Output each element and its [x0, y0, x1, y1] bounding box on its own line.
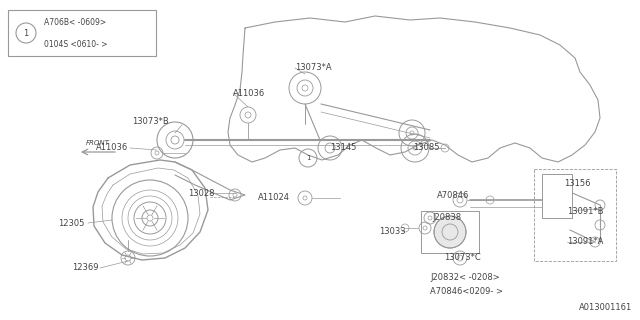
Text: FRONT: FRONT — [86, 140, 110, 146]
Text: 13091*B: 13091*B — [567, 206, 604, 215]
Text: A013001161: A013001161 — [579, 303, 632, 312]
Text: A70846<0209- >: A70846<0209- > — [430, 286, 503, 295]
Text: A706B< -0609>: A706B< -0609> — [44, 18, 106, 27]
Circle shape — [434, 216, 466, 248]
Text: 13073*C: 13073*C — [444, 253, 481, 262]
Text: A11036: A11036 — [96, 143, 128, 153]
Text: 1: 1 — [24, 28, 29, 37]
Text: 12369: 12369 — [72, 263, 99, 273]
FancyBboxPatch shape — [542, 174, 572, 218]
Text: J20832< -0208>: J20832< -0208> — [430, 274, 500, 283]
Text: A11036: A11036 — [233, 89, 265, 98]
Text: 13145: 13145 — [330, 143, 356, 153]
Text: 13091*A: 13091*A — [567, 237, 604, 246]
Text: 13073*B: 13073*B — [132, 117, 169, 126]
Text: 13073*A: 13073*A — [295, 63, 332, 73]
Text: 0104S <0610- >: 0104S <0610- > — [44, 40, 108, 49]
Text: 13085: 13085 — [413, 143, 440, 153]
Text: 1: 1 — [306, 155, 310, 161]
Text: 12305: 12305 — [58, 219, 84, 228]
Text: A70846: A70846 — [437, 190, 469, 199]
Text: 13028: 13028 — [188, 188, 214, 197]
FancyBboxPatch shape — [8, 10, 156, 56]
FancyBboxPatch shape — [421, 211, 479, 253]
Text: 13033: 13033 — [379, 228, 406, 236]
Text: A11024: A11024 — [258, 194, 290, 203]
Text: J20838: J20838 — [432, 213, 461, 222]
Text: 13156: 13156 — [564, 179, 591, 188]
